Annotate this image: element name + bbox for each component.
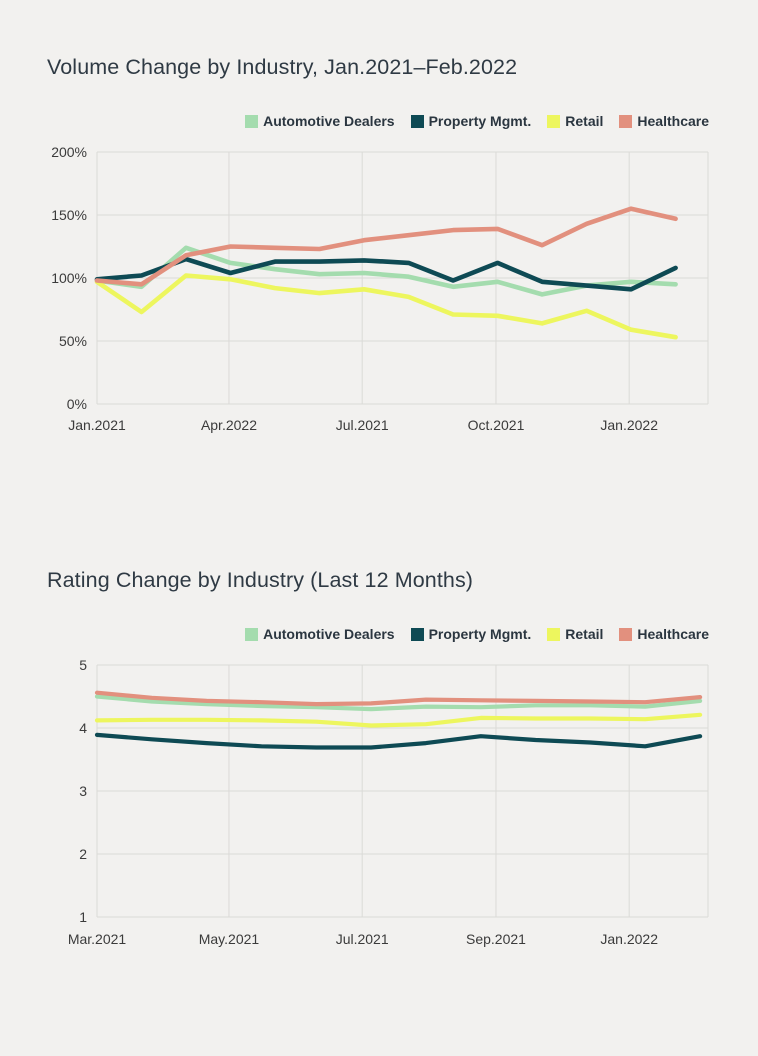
y-tick-label: 50% <box>59 333 87 349</box>
legend-label: Automotive Dealers <box>263 113 395 129</box>
legend-swatch-icon <box>619 627 633 641</box>
legend-label: Retail <box>565 113 604 129</box>
series-line-automotive-dealers <box>94 694 703 712</box>
legend-item-property-mgmt[interactable]: Property Mgmt. <box>410 113 532 129</box>
series-line-healthcare <box>94 690 703 707</box>
rating-chart-legend: Automotive Dealers Property Mgmt. Retail He… <box>97 626 709 642</box>
legend-item-healthcare[interactable]: Healthcare <box>619 626 709 642</box>
volume-chart-legend: Automotive Dealers Property Mgmt. Retail He… <box>97 113 709 129</box>
series-line-property-mgmt <box>94 256 678 292</box>
legend-label: Automotive Dealers <box>263 626 395 642</box>
y-tick-label: 0% <box>67 396 87 412</box>
legend-swatch-icon <box>245 627 259 641</box>
y-tick-label: 5 <box>79 657 87 673</box>
legend-swatch-icon <box>410 114 424 128</box>
series-line-retail <box>94 712 703 728</box>
series-line-retail <box>94 273 678 340</box>
y-tick-label: 200% <box>51 144 87 160</box>
y-tick-label: 150% <box>51 207 87 223</box>
x-tick-label: Jan.2021 <box>68 417 126 433</box>
legend-item-healthcare[interactable]: Healthcare <box>619 113 709 129</box>
x-tick-label: Jan.2022 <box>600 931 658 947</box>
x-tick-label: Jan.2022 <box>600 417 658 433</box>
legend-swatch-icon <box>410 627 424 641</box>
legend-item-retail[interactable]: Retail <box>547 113 603 129</box>
x-tick-label: Mar.2021 <box>68 931 127 947</box>
y-tick-label: 100% <box>51 270 87 286</box>
legend-item-property-mgmt[interactable]: Property Mgmt. <box>410 626 532 642</box>
y-tick-label: 3 <box>79 783 87 799</box>
y-tick-label: 4 <box>79 720 87 736</box>
series-line-property-mgmt <box>94 732 703 750</box>
x-tick-label: May.2021 <box>199 931 260 947</box>
rating-chart-canvas: 5 4 3 2 1 Mar.2021 May.2021 Jul.2021 Sep.2021 Jan… <box>68 657 709 947</box>
legend-swatch-icon <box>547 627 561 641</box>
legend-swatch-icon <box>619 114 633 128</box>
y-tick-label: 1 <box>79 909 87 925</box>
legend-swatch-icon <box>547 114 561 128</box>
legend-label: Retail <box>565 626 604 642</box>
volume-chart-canvas: 200% 150% 100% 50% 0% Jan.2021 Apr.2022 Jul.202… <box>51 144 709 433</box>
x-tick-label: Jul.2021 <box>336 417 389 433</box>
rating-chart-title: Rating Change by Industry (Last 12 Month… <box>47 568 474 592</box>
legend-item-automotive-dealers[interactable]: Automotive Dealers <box>245 626 395 642</box>
series-line-healthcare <box>94 206 678 287</box>
y-tick-label: 2 <box>79 846 87 862</box>
legend-item-automotive-dealers[interactable]: Automotive Dealers <box>245 113 395 129</box>
legend-label: Healthcare <box>637 626 709 642</box>
legend-label: Property Mgmt. <box>428 113 532 129</box>
legend-label: Property Mgmt. <box>428 626 532 642</box>
legend-item-retail[interactable]: Retail <box>547 626 603 642</box>
x-tick-label: Sep.2021 <box>466 931 526 947</box>
x-tick-label: Oct.2021 <box>468 417 525 433</box>
legend-label: Healthcare <box>637 113 709 129</box>
x-tick-label: Jul.2021 <box>336 931 389 947</box>
x-tick-label: Apr.2022 <box>201 417 257 433</box>
legend-swatch-icon <box>245 114 259 128</box>
volume-chart-title: Volume Change by Industry, Jan.2021–Feb.… <box>47 55 518 79</box>
